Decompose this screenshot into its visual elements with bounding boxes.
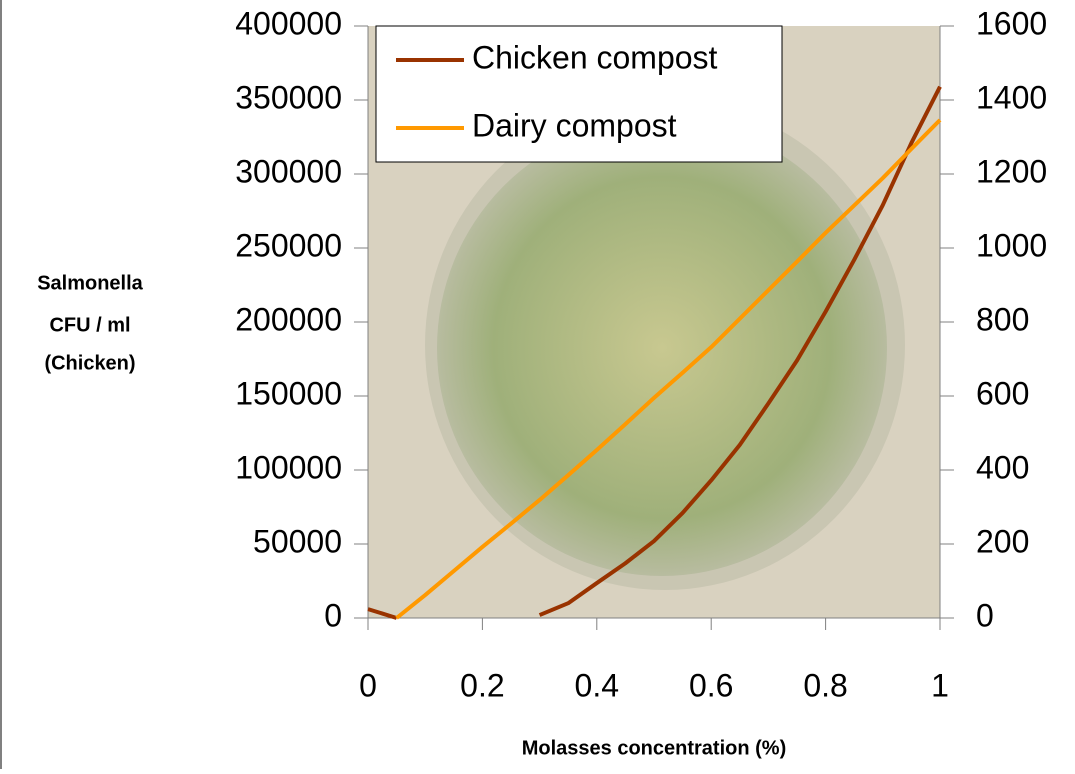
y2-tick-label: 200: [976, 523, 1029, 559]
y-tick-label: 400000: [235, 5, 342, 41]
y-label: Salmonella: [37, 272, 143, 294]
y-label: CFU / ml: [49, 314, 130, 336]
legend-label: Dairy compost: [472, 107, 677, 143]
y-tick-label: 150000: [235, 375, 342, 411]
legend-box: [375, 25, 783, 163]
y-tick-label: 350000: [235, 79, 342, 115]
x-tick-label: 1: [931, 667, 949, 703]
x-tick-label: 0.6: [689, 667, 733, 703]
plate: [437, 120, 887, 576]
y2-tick-label: 0: [976, 597, 994, 633]
y-tick-label: 300000: [235, 153, 342, 189]
x-label: Molasses concentration (%): [522, 737, 787, 759]
y2-tick-label: 1000: [976, 227, 1047, 263]
y-tick-label: 100000: [235, 449, 342, 485]
y-tick-label: 0: [324, 597, 342, 633]
x-tick-label: 0.2: [460, 667, 504, 703]
series-line: [395, 118, 942, 620]
y2-tick-label: 1400: [976, 79, 1047, 115]
legend-label: Chicken compost: [472, 39, 718, 75]
y2-tick-label: 800: [976, 301, 1029, 337]
y-label: (Chicken): [44, 352, 135, 374]
y2-tick-label: 600: [976, 375, 1029, 411]
y2-tick-label: 400: [976, 449, 1029, 485]
x-tick-label: 0.8: [803, 667, 847, 703]
y-tick-label: 50000: [253, 523, 342, 559]
y2-tick-label: 1200: [976, 153, 1047, 189]
x-tick-label: 0.4: [575, 667, 619, 703]
x-tick-label: 0: [359, 667, 377, 703]
y-tick-label: 200000: [235, 301, 342, 337]
y-tick-label: 250000: [235, 227, 342, 263]
y2-tick-label: 1600: [976, 5, 1047, 41]
series-line: [367, 85, 942, 620]
